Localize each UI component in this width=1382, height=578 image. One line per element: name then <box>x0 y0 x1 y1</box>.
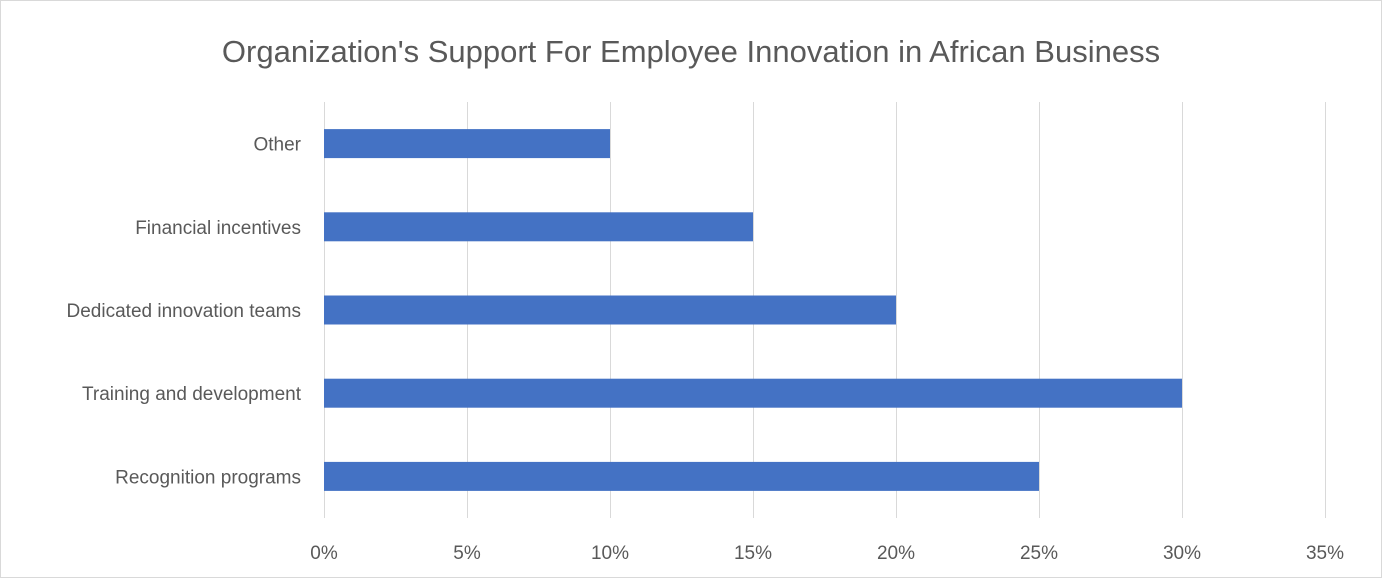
gridlines <box>324 102 1326 518</box>
category-label: Other <box>253 135 301 156</box>
x-tick-label: 30% <box>1163 543 1201 564</box>
category-label: Training and development <box>82 384 302 405</box>
bars <box>324 129 1182 491</box>
x-tick-label: 25% <box>1020 543 1058 564</box>
bar-dedicated-innovation-teams <box>324 295 896 325</box>
chart-title: Organization's Support For Employee Inno… <box>222 34 1160 69</box>
category-labels: Recognition programs Training and develop… <box>67 135 302 489</box>
bar-financial-incentives <box>324 212 753 242</box>
category-label: Financial incentives <box>135 218 301 239</box>
bar-recognition-programs <box>324 461 1039 491</box>
category-label: Recognition programs <box>115 467 301 488</box>
x-tick-label: 5% <box>453 543 481 564</box>
x-tick-label: 20% <box>877 543 915 564</box>
bar-training-and-development <box>324 378 1182 408</box>
x-tick-label: 0% <box>310 543 338 564</box>
bar-other <box>324 129 610 159</box>
x-tick-label: 35% <box>1306 543 1344 564</box>
x-tick-label: 15% <box>734 543 772 564</box>
x-tick-label: 10% <box>591 543 629 564</box>
x-tick-labels: 0% 5% 10% 15% 20% 25% 30% 35% <box>310 543 1344 564</box>
category-label: Dedicated innovation teams <box>67 301 301 322</box>
